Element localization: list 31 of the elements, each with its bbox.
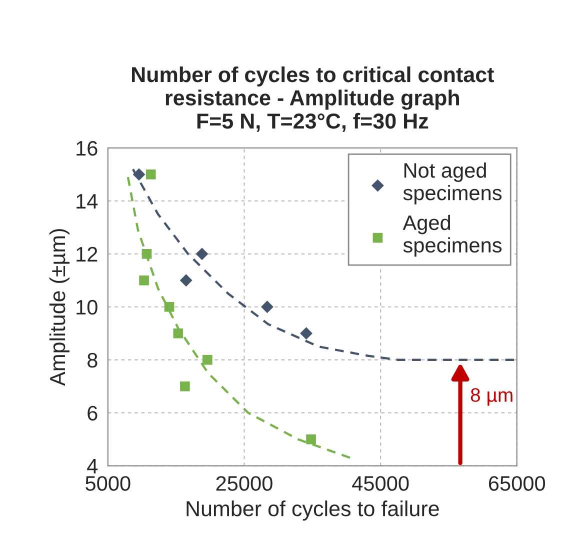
y-tick-label: 14 (76, 194, 98, 208)
point (164, 302, 174, 312)
x-tick-label: 5000 (86, 476, 130, 491)
point (146, 170, 156, 180)
x-tick-label: 65000 (488, 476, 546, 491)
legend-label: Aged specimens (402, 214, 502, 257)
point (173, 328, 184, 338)
point (180, 381, 190, 392)
point (306, 434, 316, 444)
annotation: 8 µm (470, 388, 512, 406)
line-series (126, 176, 352, 459)
y-tick-label: 16 (76, 140, 98, 156)
point (300, 327, 312, 340)
y-tick-label: 8 (88, 352, 98, 368)
point (202, 354, 212, 365)
legend-label: Not aged specimens (403, 162, 502, 204)
point (196, 248, 208, 260)
x-axis-title: Number of cycles to failure (186, 500, 439, 521)
point (142, 248, 152, 259)
y-tick-label: 10 (76, 300, 98, 315)
y-tick-label: 6 (88, 406, 98, 421)
x-tick-label: 25000 (216, 476, 272, 491)
chart-title: Number of cycles to critical contact resistance - Amplitude graph F=5 N, T=23°C, f=30 Hz (132, 66, 494, 132)
point (139, 275, 149, 286)
y-tick-label: 4 (87, 459, 98, 474)
point (261, 300, 274, 314)
y-axis-title: Amplitude (±µm) (49, 229, 70, 386)
point (180, 274, 192, 287)
x-tick-label: 45000 (352, 476, 409, 491)
y-tick-label: 12 (76, 246, 98, 262)
point (132, 168, 146, 181)
